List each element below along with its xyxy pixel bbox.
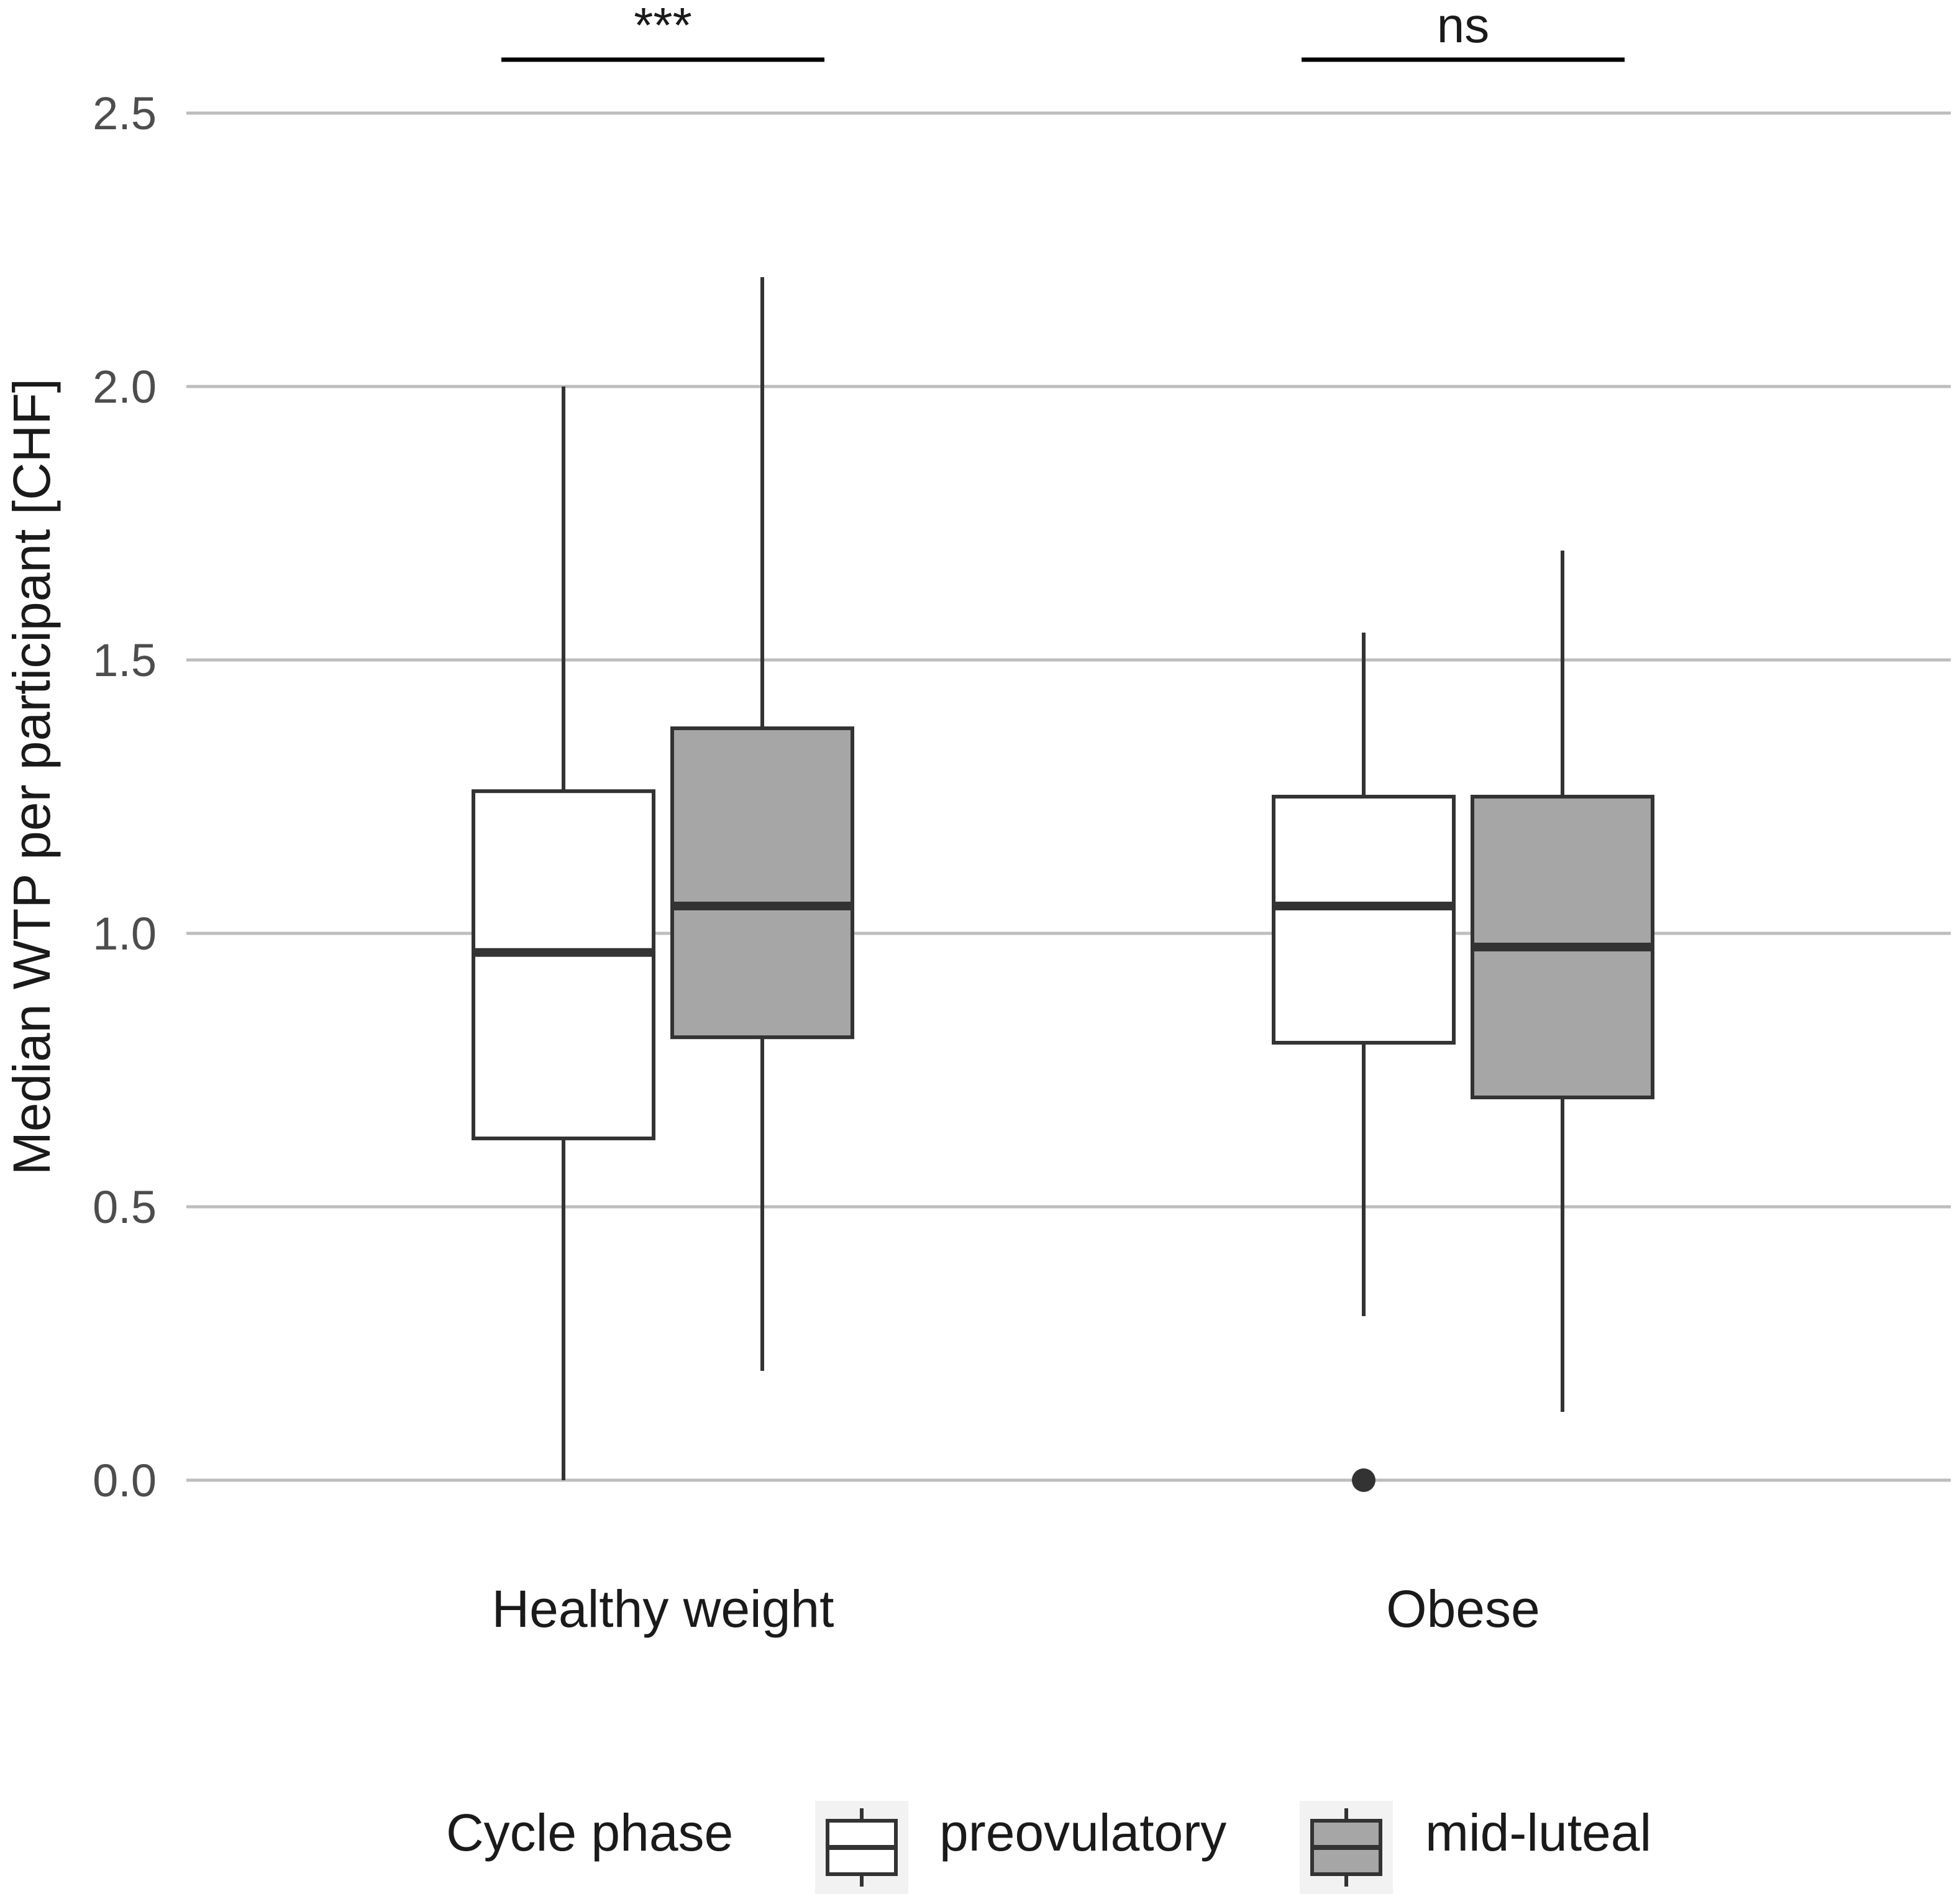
legend-item-mid-luteal: mid-luteal — [1300, 1801, 1651, 1894]
x-category-label: Obese — [1386, 1580, 1540, 1638]
significance-label: ns — [1437, 0, 1490, 53]
box-mid-luteal-obese — [1471, 551, 1654, 1412]
legend-item-label: preovulatory — [939, 1803, 1226, 1862]
legend-title: Cycle phase — [446, 1803, 733, 1862]
y-tick-label: 2.0 — [93, 361, 157, 413]
x-category-label: Healthy weight — [492, 1580, 834, 1638]
significance-label: *** — [634, 0, 691, 53]
y-tick-label: 2.5 — [93, 88, 157, 139]
x-axis-categories: Healthy weight Obese — [492, 1580, 1540, 1638]
box-iqr — [1272, 795, 1456, 1045]
box-iqr — [670, 726, 854, 1040]
box-preovulatory-healthy-weight — [472, 387, 655, 1480]
legend: Cycle phase preovulatory mid-luteal — [446, 1801, 1651, 1894]
box-iqr — [472, 789, 655, 1140]
y-tick-label: 1.0 — [93, 908, 157, 959]
y-axis-title: Median WTP per participant [CHF] — [2, 378, 61, 1175]
legend-item-label: mid-luteal — [1425, 1803, 1651, 1862]
y-tick-label: 0.0 — [93, 1455, 157, 1506]
y-tick-label: 1.5 — [93, 634, 157, 686]
legend-item-preovulatory: preovulatory — [815, 1801, 1226, 1894]
significance-annotations: *** ns — [501, 0, 1625, 62]
box-preovulatory-obese — [1272, 633, 1456, 1492]
boxes — [472, 277, 1654, 1492]
outlier-point — [1352, 1468, 1375, 1492]
y-axis-ticks: 0.0 0.5 1.0 1.5 2.0 2.5 — [93, 88, 157, 1506]
y-tick-label: 0.5 — [93, 1181, 157, 1233]
box-mid-luteal-healthy-weight — [670, 277, 854, 1371]
